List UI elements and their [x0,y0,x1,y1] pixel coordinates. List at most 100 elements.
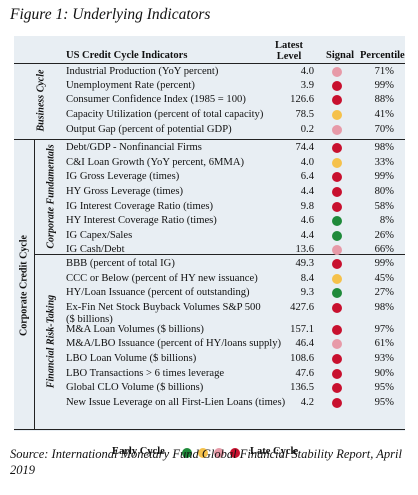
percentile-value: 93% [374,353,394,364]
latest-level: 13.6 [295,244,314,255]
signal-dot-red [332,202,342,212]
indicator-label: HY/Loan Issuance (percent of outstanding… [66,287,250,298]
table-row: C&I Loan Growth (YoY percent, 6MMA) 4.0 33… [14,157,405,170]
signal-dot-red [332,369,342,379]
indicator-table: US Credit Cycle Indicators Latest Level … [14,36,405,458]
indicator-label: LBO Loan Volume ($ billions) [66,353,197,364]
table-row: CCC or Below (percent of HY new issuance… [14,273,405,286]
percentile-value: 33% [374,157,394,168]
figure-title: Figure 1: Underlying Indicators [10,6,211,23]
legend-pink-dot [214,448,224,458]
signal-dot-red [332,143,342,153]
latest-level: 126.6 [290,94,314,105]
latest-level: 4.0 [300,157,314,168]
indicator-label: Capacity Utilization (percent of total c… [66,109,264,120]
credit-cycle-separator [34,140,35,429]
latest-level: 47.6 [295,368,314,379]
percentile-value: 8% [379,215,394,226]
table-row: IG Gross Leverage (times) 6.4 99% [14,171,405,184]
indicator-label: CCC or Below (percent of HY new issuance… [66,273,258,284]
indicator-label: M&A Loan Volumes ($ billions) [66,324,204,335]
table-row: LBO Loan Volume ($ billions) 108.6 93% [14,353,405,366]
signal-dot-pink [332,125,342,135]
legend-late-cycle: Late Cycle [250,446,299,457]
signal-dot-green [332,231,342,241]
latest-level: 108.6 [290,353,314,364]
signal-dot-pink [332,339,342,349]
indicator-label: HY Gross Leverage (times) [66,186,183,197]
indicator-label: HY Interest Coverage Ratio (times) [66,215,217,226]
percentile-value: 70% [374,124,394,135]
indicator-label: Output Gap (percent of potential GDP) [66,124,232,135]
latest-level: 4.0 [300,66,314,77]
indicator-label: Unemployment Rate (percent) [66,80,195,91]
indicator-label: Consumer Confidence Index (1985 = 100) [66,94,246,105]
signal-dot-red [332,354,342,364]
indicator-label: BBB (percent of total IG) [66,258,175,269]
table-row: HY/Loan Issuance (percent of outstanding… [14,287,405,300]
percentile-value: 90% [374,368,394,379]
percentile-value: 98% [374,142,394,153]
header-indicators: US Credit Cycle Indicators [66,50,188,61]
percentile-value: 45% [374,273,394,284]
percentile-value: 99% [374,258,394,269]
percentile-value: 41% [374,109,394,120]
percentile-value: 99% [374,80,394,91]
latest-level: 427.6 [290,302,314,313]
latest-level: 0.2 [300,124,314,135]
latest-level: 46.4 [295,338,314,349]
table-row: Ex-Fin Net Stock Buyback Volumes S&P 500… [14,302,405,328]
percentile-value: 95% [374,397,394,408]
indicator-label: IG Gross Leverage (times) [66,171,180,182]
table-row: HY Gross Leverage (times) 4.4 80% [14,186,405,199]
indicator-label: Industrial Production (YoY percent) [66,66,219,77]
table-row: Consumer Confidence Index (1985 = 100) 12… [14,94,405,107]
table-row: Global CLO Volume ($ billions) 136.5 95% [14,382,405,395]
latest-level: 6.4 [300,171,314,182]
percentile-value: 98% [374,302,394,313]
table-row: Debt/GDP - Nonfinancial Firms 74.4 98% [14,142,405,155]
legend-yellow-dot [198,448,208,458]
table-row: Unemployment Rate (percent) 3.9 99% [14,80,405,93]
signal-dot-red [332,95,342,105]
signal-dot-pink [332,67,342,77]
signal-dot-red [332,303,342,313]
table-row: Industrial Production (YoY percent) 4.0 71… [14,66,405,79]
signal-legend: Early Cycle Late Cycle [14,446,405,462]
table-row: Capacity Utilization (percent of total c… [14,109,405,122]
signal-dot-green [332,288,342,298]
latest-level: 74.4 [295,142,314,153]
fundamentals-divider [34,254,405,255]
indicator-label: IG Interest Coverage Ratio (times) [66,201,214,212]
indicator-label: Ex-Fin Net Stock Buyback Volumes S&P 500 [66,302,261,313]
signal-dot-red [332,383,342,393]
latest-level: 4.2 [300,397,314,408]
indicator-label: Global CLO Volume ($ billions) [66,382,204,393]
signal-dot-red [332,187,342,197]
table-row: IG Capex/Sales 4.4 26% [14,230,405,243]
signal-dot-yellow [332,158,342,168]
table-row: M&A Loan Volumes ($ billions) 157.1 97% [14,324,405,337]
table-row: M&A/LBO Issuance (percent of HY/loans su… [14,338,405,351]
header-divider [14,63,405,64]
business-cycle-divider [14,139,405,140]
signal-dot-red [332,259,342,269]
table-row: IG Cash/Debt 13.6 66% [14,244,405,257]
latest-level: 4.6 [300,215,314,226]
table-row: LBO Transactions > 6 times leverage 47.6 9… [14,368,405,381]
percentile-value: 26% [374,230,394,241]
percentile-value: 95% [374,382,394,393]
indicator-label-cont: ($ billions) [66,314,113,325]
signal-dot-yellow [332,110,342,120]
table-bottom-divider [14,429,405,430]
table-row: HY Interest Coverage Ratio (times) 4.6 8% [14,215,405,228]
indicator-label: Debt/GDP - Nonfinancial Firms [66,142,202,153]
signal-dot-pink [332,245,342,255]
table-row: BBB (percent of total IG) 49.3 99% [14,258,405,271]
latest-level: 4.4 [300,186,314,197]
percentile-value: 71% [374,66,394,77]
signal-dot-red [332,398,342,408]
legend-early-cycle: Early Cycle [112,446,165,457]
legend-red-dot [230,448,240,458]
indicator-label: C&I Loan Growth (YoY percent, 6MMA) [66,157,245,168]
